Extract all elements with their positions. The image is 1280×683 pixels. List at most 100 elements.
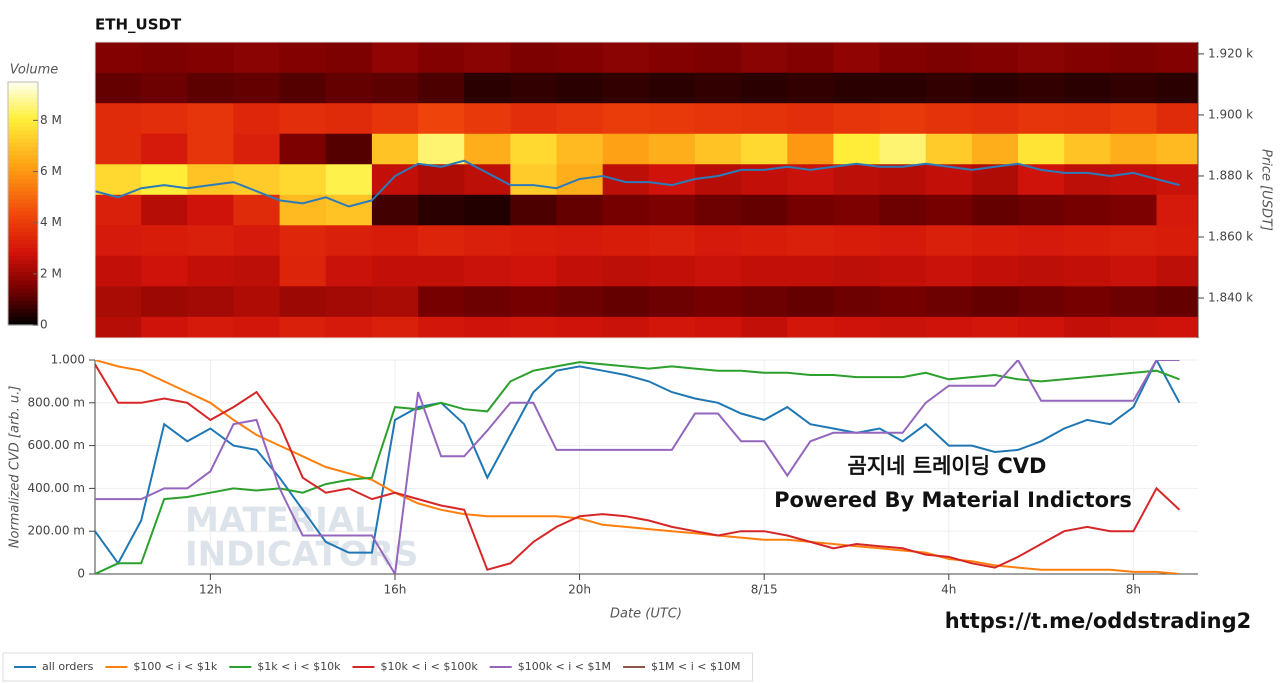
cvd-panel: 0 200.00 m 400.00 m 600.00 m 800.00 m 1.000 12… [2, 353, 1251, 682]
x-tick-label: 12h [199, 583, 222, 597]
heatmap-cell [371, 72, 419, 104]
heatmap-cell [279, 72, 327, 104]
heatmap-cell [1156, 72, 1198, 104]
heatmap-cell [833, 133, 881, 165]
heatmap-cell [418, 285, 465, 317]
heatmap-cell [1018, 194, 1065, 226]
watermark-text: MATERIAL [185, 501, 376, 541]
heatmap-cell [464, 224, 511, 256]
heatmap-cell [694, 42, 742, 73]
heatmap-cell [325, 316, 373, 338]
heatmap-cell [833, 72, 881, 104]
colorbar-swatch [8, 312, 38, 318]
heatmap-cell [418, 224, 465, 256]
heatmap-cell [187, 194, 234, 226]
colorbar-swatch [8, 211, 38, 217]
heatmap-cell [510, 133, 558, 165]
heatmap-cell [694, 194, 742, 226]
heatmap-cell [325, 72, 373, 104]
heatmap-cell [95, 163, 142, 195]
heatmap-cell [648, 285, 696, 317]
heatmap-cell [1156, 285, 1198, 317]
heatmap-cell [556, 285, 604, 317]
colorbar-swatch [8, 106, 38, 111]
colorbar-swatch [8, 94, 38, 99]
heatmap-cell [879, 194, 927, 226]
x-tick-label: 4h [941, 583, 956, 597]
heatmap-cell [418, 72, 465, 104]
heatmap-cell [371, 255, 419, 287]
legend-label: $100 < i < $1k [133, 660, 217, 673]
y-axis-label: Normalized CVD [arb. u.] [8, 386, 23, 549]
heatmap-cell [510, 255, 558, 287]
colorbar-swatch [8, 231, 38, 237]
heatmap-cell [556, 224, 604, 256]
colorbar-swatch [8, 272, 38, 277]
heatmap-cell [925, 102, 973, 134]
heatmap-cell [187, 316, 234, 338]
colorbar-swatch [8, 171, 38, 176]
heatmap-cell [418, 42, 465, 73]
heatmap-cell [1064, 163, 1111, 195]
x-tick-label: 16h [384, 583, 407, 597]
heatmap-cell [1110, 42, 1157, 73]
heatmap-cell [464, 194, 511, 226]
heatmap-cell [741, 133, 788, 165]
heatmap-cell [95, 255, 142, 287]
heatmap-cell [787, 285, 834, 317]
heatmap-cell [925, 42, 973, 73]
heatmap-cell [95, 316, 142, 338]
heatmap-cell [371, 224, 419, 256]
colorbar-swatch [8, 223, 38, 229]
heatmap-cell [325, 133, 373, 165]
heatmap-cell [925, 285, 973, 317]
heatmap-cell [741, 224, 788, 256]
heatmap-cell [648, 224, 696, 256]
heatmap-cell [602, 72, 650, 104]
y-tick-label: 1.840 k [1208, 291, 1253, 305]
heatmap-cell [1156, 102, 1198, 134]
colorbar-swatch [8, 239, 38, 245]
heatmap-cell [141, 194, 188, 226]
heatmap-cell [879, 255, 927, 287]
y-tick-label: 800.00 m [28, 395, 86, 409]
heatmap-cell [648, 316, 696, 338]
colorbar-swatch [8, 252, 38, 257]
heatmap-cell [694, 255, 742, 287]
heatmap-cell [510, 72, 558, 104]
heatmap-cell [1018, 102, 1065, 134]
heatmap-cell [325, 224, 373, 256]
heatmap-cell [325, 163, 373, 195]
colorbar-swatch [8, 114, 38, 120]
heatmap-cell [971, 285, 1019, 317]
heatmap-cell [464, 42, 511, 73]
heatmap-cell [418, 102, 465, 134]
heatmap-cell [787, 316, 834, 338]
heatmap-cell [1156, 255, 1198, 287]
heatmap-cell [187, 72, 234, 104]
heatmap-cell [1064, 72, 1111, 104]
heatmap-cell [925, 255, 973, 287]
heatmap-cell [418, 255, 465, 287]
heatmap-cell [141, 102, 188, 134]
heatmap-cell [279, 316, 327, 338]
heatmap-cell [1110, 133, 1157, 165]
heatmap-cell [879, 42, 927, 73]
heatmap-cell [971, 72, 1019, 104]
heatmap-cell [787, 255, 834, 287]
heatmap-cell [1018, 285, 1065, 317]
heatmap-cell [418, 194, 465, 226]
heatmap-cell [279, 255, 327, 287]
colorbar-swatch [8, 292, 38, 298]
heatmap-cell [971, 42, 1019, 73]
heatmap-cell [741, 72, 788, 104]
colorbar-swatch [8, 191, 38, 196]
heatmap-cell [95, 285, 142, 317]
heatmap-cell [879, 285, 927, 317]
heatmap-cell [233, 102, 281, 134]
heatmap-cell [1018, 224, 1065, 256]
heatmap-cell [95, 102, 142, 134]
colorbar-swatch [8, 207, 38, 213]
colorbar-tick-label: 4 M [40, 215, 62, 229]
heatmap-cell [371, 316, 419, 338]
